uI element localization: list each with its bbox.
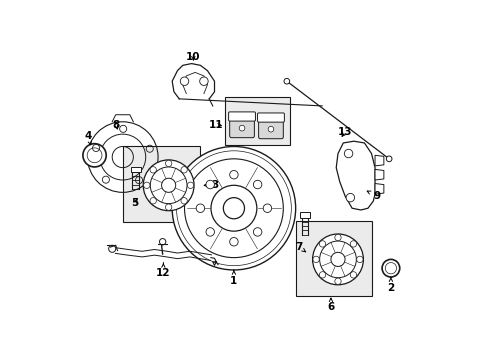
- FancyBboxPatch shape: [228, 112, 255, 121]
- Circle shape: [267, 126, 273, 132]
- Circle shape: [205, 228, 214, 236]
- Circle shape: [83, 144, 106, 167]
- Circle shape: [210, 185, 256, 231]
- Circle shape: [180, 77, 188, 85]
- Bar: [299, 212, 310, 218]
- Text: 12: 12: [156, 263, 170, 279]
- Circle shape: [150, 167, 156, 173]
- Circle shape: [312, 256, 319, 262]
- FancyBboxPatch shape: [257, 113, 284, 122]
- Circle shape: [319, 241, 325, 247]
- Circle shape: [223, 198, 244, 219]
- Text: 1: 1: [230, 270, 237, 285]
- Text: 7: 7: [295, 242, 305, 252]
- FancyBboxPatch shape: [258, 119, 283, 139]
- Circle shape: [196, 204, 204, 212]
- Circle shape: [349, 272, 356, 278]
- Text: 2: 2: [386, 277, 394, 293]
- Circle shape: [381, 259, 399, 277]
- Circle shape: [344, 149, 352, 158]
- Circle shape: [386, 156, 391, 162]
- Circle shape: [330, 252, 345, 266]
- Text: 10: 10: [186, 51, 200, 62]
- Circle shape: [165, 160, 171, 167]
- Circle shape: [161, 178, 175, 192]
- Circle shape: [181, 167, 187, 173]
- Circle shape: [312, 234, 363, 285]
- Circle shape: [319, 272, 325, 278]
- Polygon shape: [374, 155, 383, 166]
- Polygon shape: [374, 170, 383, 180]
- Circle shape: [184, 159, 283, 258]
- Circle shape: [356, 256, 362, 262]
- Polygon shape: [374, 184, 383, 194]
- Circle shape: [199, 77, 208, 85]
- Text: 5: 5: [131, 198, 139, 208]
- FancyBboxPatch shape: [122, 147, 200, 222]
- Text: 9: 9: [366, 191, 380, 201]
- Circle shape: [239, 125, 244, 131]
- Text: 6: 6: [326, 298, 334, 312]
- Polygon shape: [336, 141, 374, 210]
- Circle shape: [319, 241, 356, 278]
- Circle shape: [334, 278, 341, 284]
- Circle shape: [263, 204, 271, 212]
- Circle shape: [334, 234, 341, 241]
- Circle shape: [346, 193, 354, 202]
- Circle shape: [253, 228, 261, 236]
- Bar: [130, 167, 141, 172]
- Circle shape: [229, 171, 238, 179]
- Text: 11: 11: [208, 120, 223, 130]
- FancyBboxPatch shape: [295, 221, 371, 296]
- Circle shape: [150, 198, 156, 204]
- FancyBboxPatch shape: [229, 118, 254, 138]
- Circle shape: [143, 160, 194, 211]
- Circle shape: [253, 180, 261, 189]
- Circle shape: [172, 147, 295, 270]
- Circle shape: [143, 182, 150, 189]
- Circle shape: [165, 204, 171, 210]
- Text: 4: 4: [84, 131, 92, 145]
- Circle shape: [181, 198, 187, 204]
- Text: 3: 3: [204, 180, 218, 190]
- Circle shape: [349, 241, 356, 247]
- FancyBboxPatch shape: [224, 97, 290, 145]
- Text: 8: 8: [112, 120, 119, 130]
- Text: 13: 13: [337, 127, 351, 138]
- Circle shape: [284, 78, 289, 84]
- Circle shape: [150, 167, 186, 204]
- Circle shape: [187, 182, 193, 189]
- Circle shape: [205, 180, 214, 189]
- Circle shape: [229, 238, 238, 246]
